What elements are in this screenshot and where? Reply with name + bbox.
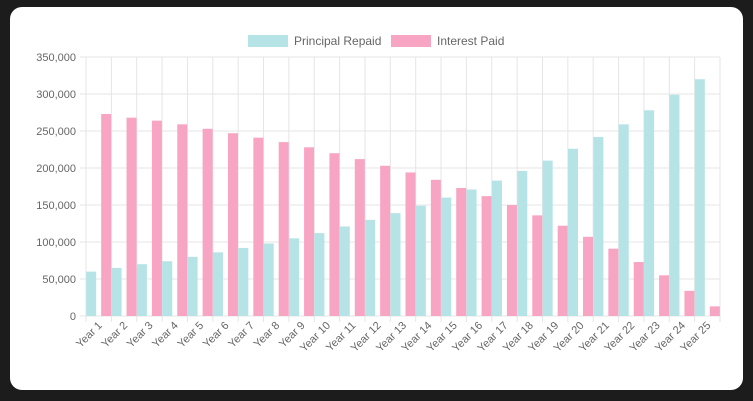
- y-tick-label: 200,000: [36, 163, 76, 175]
- principal-bar[interactable]: [517, 170, 528, 316]
- legend-label[interactable]: Interest Paid: [437, 34, 504, 48]
- chart-card: Principal Repaid Interest Paid 0 50,000 100…: [10, 7, 743, 390]
- interest-bar[interactable]: [329, 153, 340, 316]
- interest-bar[interactable]: [126, 117, 137, 317]
- interest-bar[interactable]: [557, 225, 568, 316]
- y-axis: 0 50,000 100,000 150,000 200,000 250,000 300,0…: [36, 52, 76, 323]
- y-tick-label: 100,000: [36, 237, 76, 249]
- y-tick-label: 150,000: [36, 200, 76, 212]
- interest-bar[interactable]: [354, 159, 365, 316]
- x-tick-label: Year 8: [252, 320, 283, 351]
- legend-label[interactable]: Principal Repaid: [294, 34, 381, 48]
- interest-bar[interactable]: [583, 236, 594, 316]
- x-tick-label: Year 2: [99, 320, 130, 351]
- legend-swatch: [248, 35, 288, 47]
- principal-bar[interactable]: [441, 197, 452, 316]
- bars: [86, 79, 720, 317]
- principal-bar[interactable]: [289, 238, 300, 316]
- interest-bar[interactable]: [532, 215, 543, 316]
- interest-bar[interactable]: [684, 290, 695, 316]
- principal-bar[interactable]: [593, 136, 604, 316]
- interest-bar[interactable]: [253, 137, 264, 316]
- x-tick-label: Year 7: [226, 320, 257, 351]
- interest-bar[interactable]: [202, 128, 213, 316]
- principal-bar[interactable]: [111, 267, 122, 316]
- interest-bar[interactable]: [506, 205, 517, 316]
- principal-bar[interactable]: [86, 271, 97, 316]
- principal-bar[interactable]: [314, 233, 325, 316]
- interest-bar[interactable]: [430, 179, 441, 316]
- y-tick-label: 0: [70, 311, 76, 323]
- principal-bar[interactable]: [669, 94, 680, 317]
- y-tick-label: 50,000: [42, 274, 76, 286]
- interest-bar[interactable]: [227, 133, 238, 316]
- y-tick-label: 350,000: [36, 52, 76, 64]
- principal-bar[interactable]: [491, 180, 502, 316]
- principal-bar[interactable]: [263, 243, 274, 316]
- principal-bar[interactable]: [390, 213, 401, 316]
- interest-bar[interactable]: [709, 306, 720, 316]
- principal-bar[interactable]: [162, 261, 173, 316]
- y-tick-label: 300,000: [36, 89, 76, 101]
- interest-bar[interactable]: [659, 275, 670, 316]
- interest-bar[interactable]: [405, 172, 416, 316]
- principal-bar[interactable]: [365, 219, 376, 316]
- principal-bar[interactable]: [694, 79, 705, 316]
- x-tick-label: Year 6: [201, 320, 232, 351]
- bar-chart: Principal Repaid Interest Paid 0 50,000 100…: [36, 34, 721, 355]
- interest-bar[interactable]: [151, 120, 162, 316]
- principal-bar[interactable]: [542, 160, 553, 316]
- interest-bar[interactable]: [380, 165, 391, 316]
- interest-bar[interactable]: [456, 187, 467, 316]
- principal-bar[interactable]: [187, 256, 198, 316]
- x-tick-label: Year 1: [74, 320, 105, 351]
- principal-bar[interactable]: [644, 110, 655, 316]
- principal-bar[interactable]: [568, 148, 579, 316]
- principal-bar[interactable]: [415, 205, 426, 316]
- legend-swatch: [391, 35, 431, 47]
- interest-bar[interactable]: [101, 113, 112, 316]
- principal-bar[interactable]: [339, 226, 350, 316]
- principal-bar[interactable]: [618, 124, 629, 316]
- interest-bar[interactable]: [304, 147, 315, 316]
- principal-bar[interactable]: [136, 264, 147, 316]
- interest-bar[interactable]: [608, 248, 619, 316]
- x-tick-label: Year 5: [176, 320, 207, 351]
- interest-bar[interactable]: [633, 261, 644, 316]
- legend: Principal Repaid Interest Paid: [248, 34, 504, 48]
- interest-bar[interactable]: [481, 196, 492, 316]
- principal-bar[interactable]: [238, 247, 249, 316]
- principal-bar[interactable]: [212, 252, 223, 316]
- interest-bar[interactable]: [278, 142, 289, 316]
- interest-bar[interactable]: [177, 124, 188, 316]
- x-tick-label: Year 3: [125, 320, 156, 351]
- x-tick-label: Year 4: [150, 320, 181, 351]
- principal-bar[interactable]: [466, 189, 477, 316]
- y-tick-label: 250,000: [36, 126, 76, 138]
